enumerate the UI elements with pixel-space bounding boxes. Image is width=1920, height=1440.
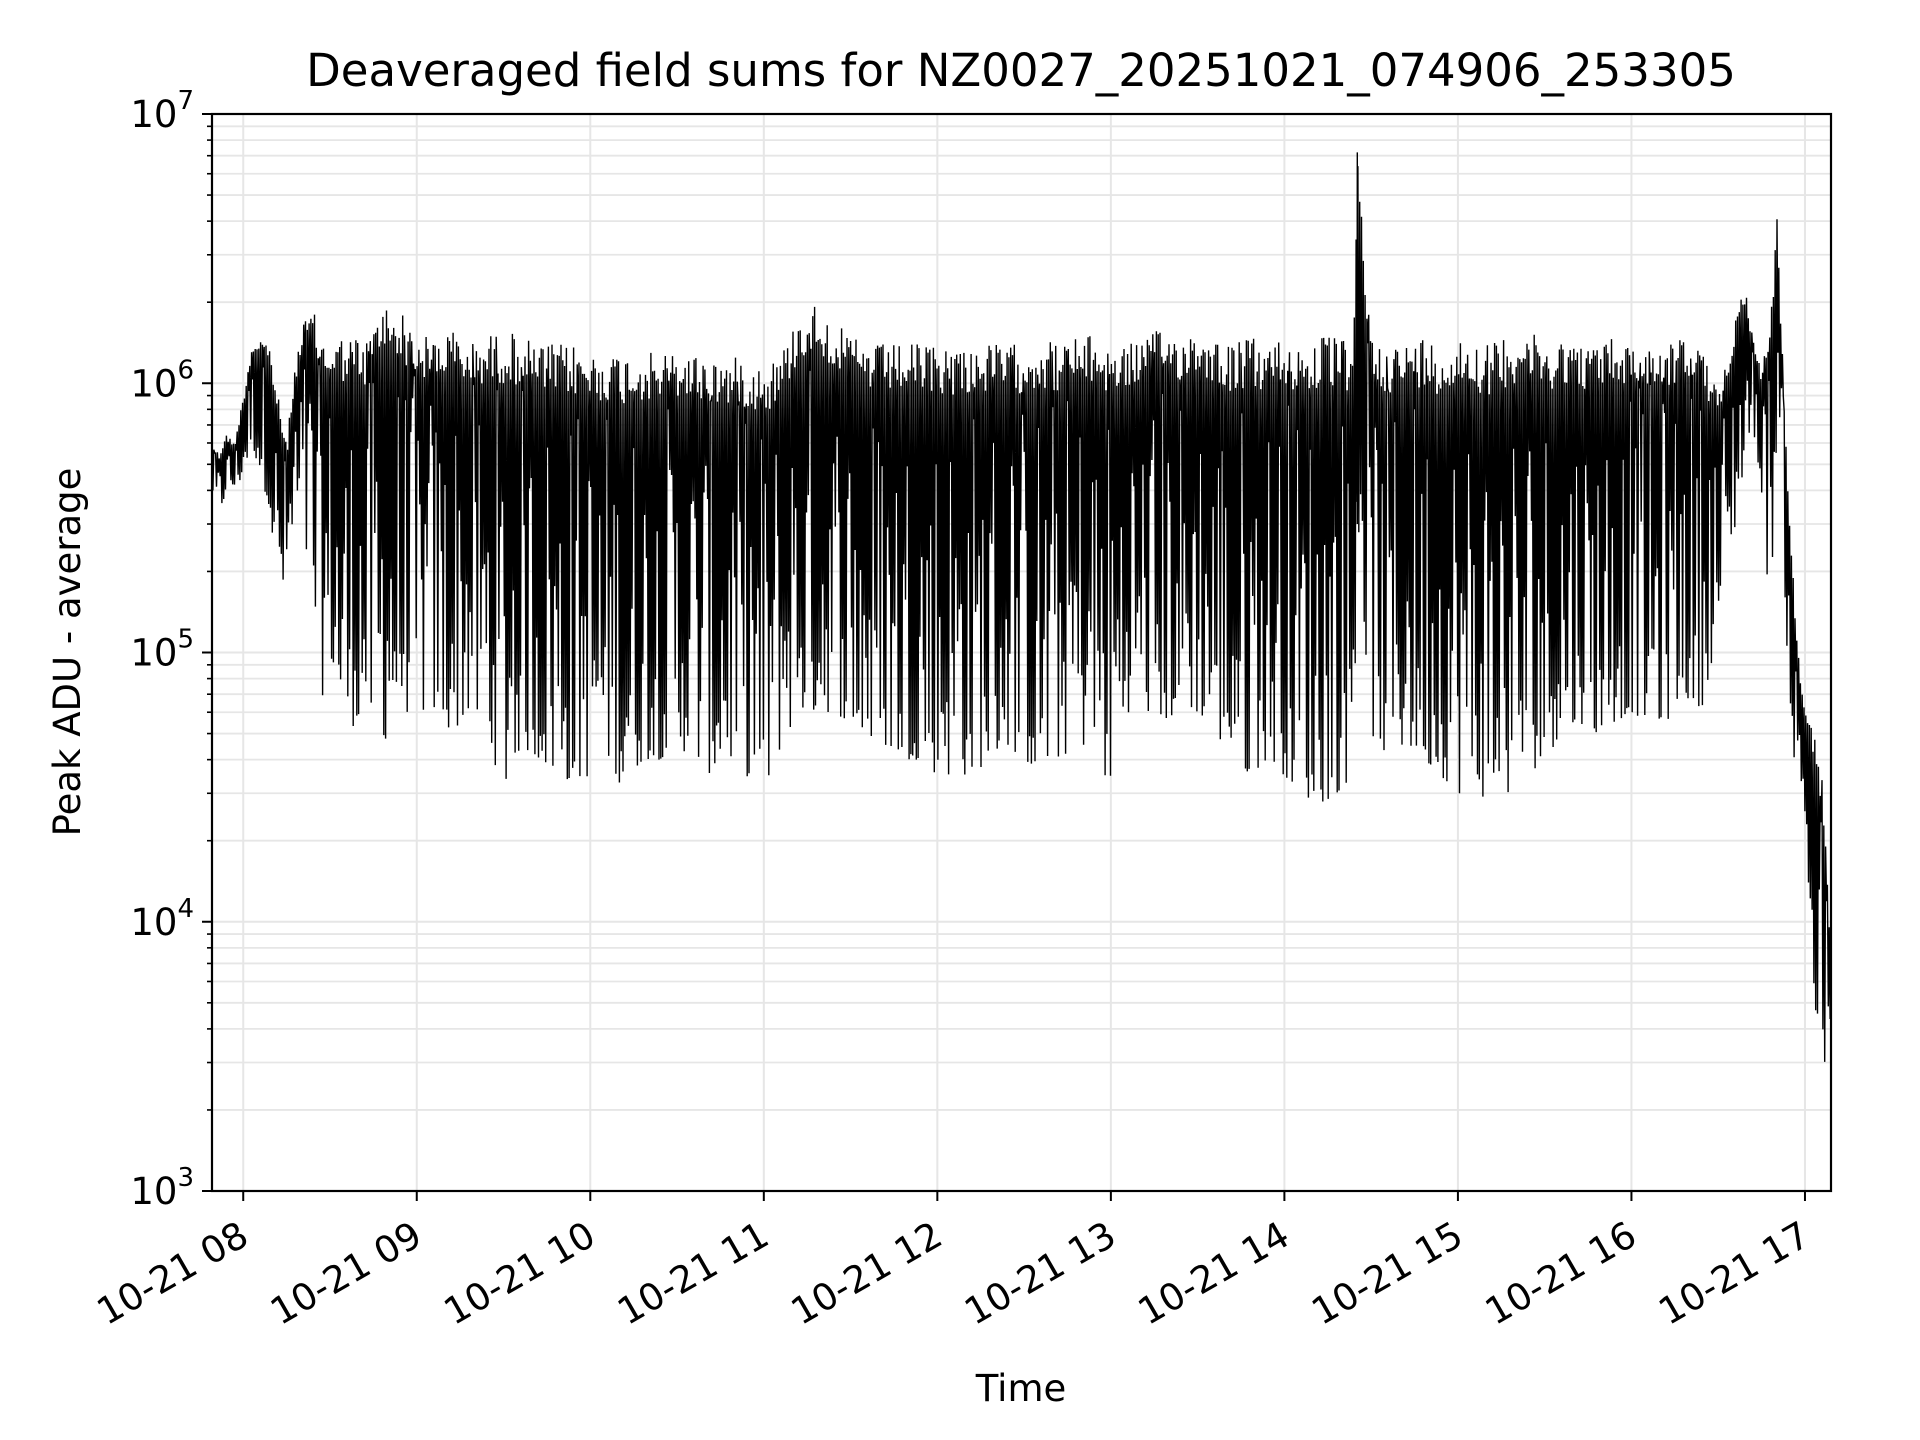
y-tick-label: 106 — [130, 355, 194, 405]
y-tick-label: 104 — [130, 894, 194, 944]
y-tick-label: 107 — [130, 86, 194, 136]
y-axis-label: Peak ADU - average — [46, 468, 89, 837]
y-tick-label: 103 — [130, 1163, 194, 1213]
x-axis-label: Time — [975, 1367, 1067, 1410]
y-tick-label: 105 — [130, 625, 194, 675]
series-line — [211, 152, 1832, 1062]
series-layer — [211, 152, 1832, 1062]
chart-title: Deaveraged field sums for NZ0027_2025102… — [306, 44, 1736, 97]
